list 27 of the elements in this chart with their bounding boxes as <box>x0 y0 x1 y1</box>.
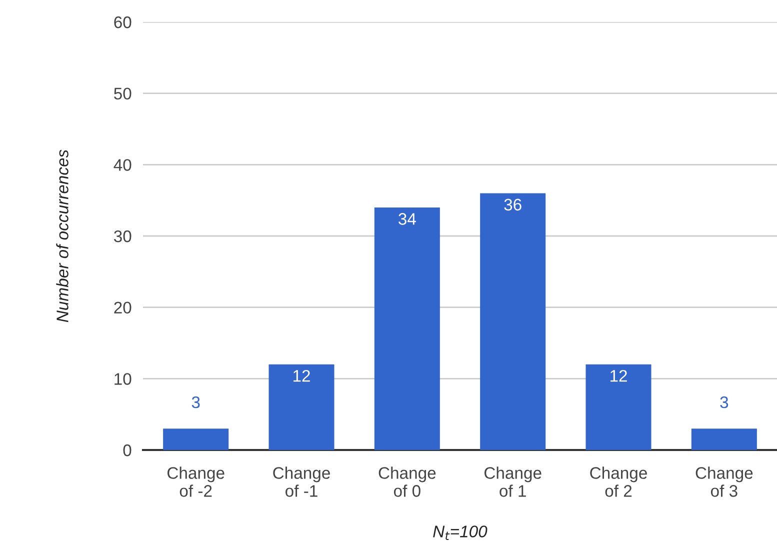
x-tick-label: Change of 1 <box>484 466 542 497</box>
x-tick-label: Change of 3 <box>696 466 753 497</box>
y-tick-label: 0 <box>123 444 132 456</box>
y-tick-label: 50 <box>114 88 132 100</box>
y-tick-label: 40 <box>114 159 132 171</box>
y-tick-label: 30 <box>114 230 132 242</box>
bar <box>586 364 652 450</box>
y-tick-label: 20 <box>114 302 132 314</box>
data-label: 3 <box>192 396 200 408</box>
bar <box>268 364 334 450</box>
data-label: 3 <box>720 396 728 408</box>
data-label: 34 <box>398 213 416 225</box>
data-label: 12 <box>610 370 627 382</box>
y-tick-label: 10 <box>114 373 132 385</box>
bar <box>480 193 546 450</box>
x-tick-label: Change of 2 <box>590 466 647 497</box>
y-tick-label: 60 <box>114 16 132 28</box>
x-axis-title: N$_{t}$=100 <box>433 526 488 540</box>
bar <box>163 428 229 450</box>
data-label: 12 <box>294 370 310 382</box>
bar <box>374 207 440 450</box>
data-label: 36 <box>504 198 522 211</box>
x-tick-label: Change of -2 <box>167 466 224 497</box>
bar <box>691 428 757 450</box>
x-tick-label: Change of -1 <box>273 466 330 497</box>
x-tick-label: Change of 0 <box>378 466 436 497</box>
y-axis-title: Number of occurrences <box>56 150 68 322</box>
